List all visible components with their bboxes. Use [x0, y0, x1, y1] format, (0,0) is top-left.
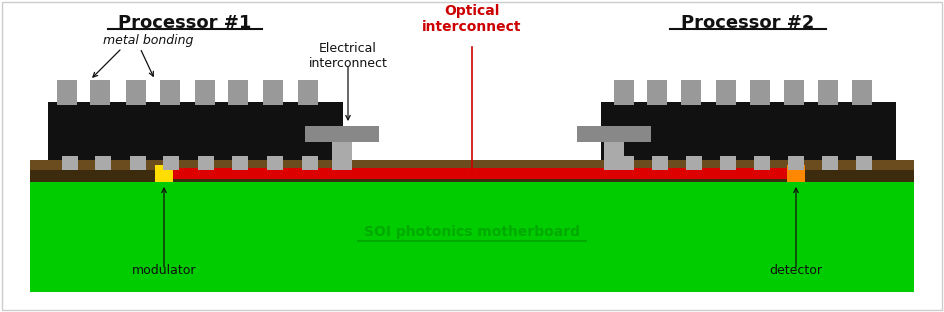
Bar	[332, 138, 352, 170]
Bar	[30, 160, 914, 170]
Bar	[788, 156, 804, 170]
Bar	[647, 80, 667, 105]
Bar	[168, 168, 792, 179]
Text: modulator: modulator	[132, 264, 196, 277]
Bar	[90, 80, 110, 105]
Bar	[30, 170, 914, 182]
Bar	[95, 156, 111, 170]
Bar	[302, 156, 318, 170]
Bar	[267, 156, 283, 170]
Bar	[601, 102, 896, 160]
Bar	[298, 80, 318, 105]
Bar	[160, 80, 180, 105]
Bar	[716, 80, 736, 105]
Text: Optical
interconnect: Optical interconnect	[422, 4, 522, 34]
Bar	[787, 165, 805, 182]
Bar	[163, 156, 179, 170]
Bar	[155, 165, 173, 182]
Bar	[720, 156, 736, 170]
Text: metal bonding: metal bonding	[103, 34, 194, 47]
Bar	[195, 80, 215, 105]
Bar	[750, 80, 770, 105]
Bar	[818, 80, 838, 105]
Text: SOI photonics motherboard: SOI photonics motherboard	[364, 225, 580, 239]
Bar	[263, 80, 283, 105]
Bar	[618, 156, 634, 170]
Bar	[614, 80, 634, 105]
Text: detector: detector	[769, 264, 822, 277]
Bar	[232, 156, 248, 170]
Bar	[754, 156, 770, 170]
Bar	[305, 126, 379, 142]
Bar	[130, 156, 146, 170]
Bar	[57, 80, 77, 105]
Bar	[577, 126, 651, 142]
Bar	[852, 80, 872, 105]
Text: Processor #2: Processor #2	[682, 14, 815, 32]
Bar	[822, 156, 838, 170]
Bar	[856, 156, 872, 170]
Bar	[604, 138, 624, 170]
Bar	[198, 156, 214, 170]
Text: Processor #1: Processor #1	[118, 14, 252, 32]
Bar	[30, 172, 914, 292]
Bar	[784, 80, 804, 105]
Bar	[681, 80, 701, 105]
Text: Electrical
interconnect: Electrical interconnect	[309, 42, 387, 70]
Bar	[228, 80, 248, 105]
Bar	[126, 80, 146, 105]
Bar	[48, 102, 343, 160]
Bar	[652, 156, 668, 170]
Bar	[62, 156, 78, 170]
Bar	[686, 156, 702, 170]
